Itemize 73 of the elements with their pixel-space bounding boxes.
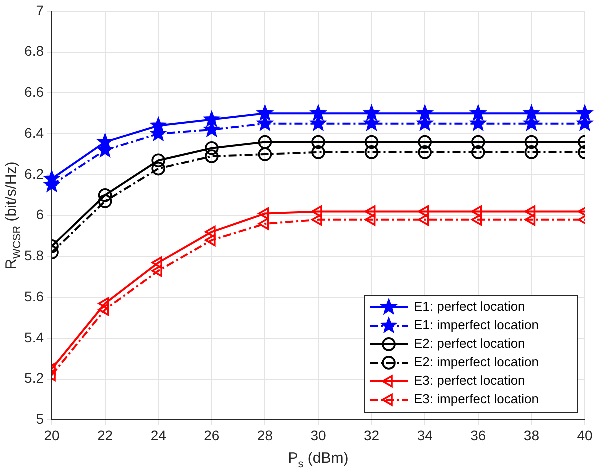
point [418,206,429,218]
point [205,226,216,238]
point [205,141,219,156]
legend-label: E1: perfect location [414,299,526,314]
point [312,206,322,218]
legend-label: E2: imperfect location [414,354,540,370]
point [98,194,112,208]
x-tick-label: 26 [204,427,220,444]
point [416,105,434,121]
point [152,154,166,168]
point [258,148,272,162]
point [312,146,326,160]
point [258,208,270,220]
y-tick-label: 6.6 [24,84,44,100]
point [418,214,429,226]
y-tick-label: 7 [36,2,44,18]
y-tick-label: 6.2 [24,166,44,182]
x-tick-label: 22 [98,427,114,444]
point [418,146,432,160]
x-tick-label: 34 [417,427,434,444]
point [364,214,376,226]
point [205,234,216,246]
point [470,105,487,121]
y-tick-label: 5 [36,411,44,428]
y-tick-label: 6.4 [24,124,44,141]
y-tick-label: 6.8 [24,43,44,60]
legend-label: E2: perfect location [414,336,526,352]
point [258,218,270,230]
point [312,135,326,150]
x-tick-label: 32 [364,427,380,444]
point [524,146,539,160]
x-tick-label: 20 [44,427,60,444]
point [524,214,536,226]
point [98,188,112,202]
legend-label: E1: imperfect location [414,318,540,333]
point [472,206,482,218]
point [418,135,432,150]
y-axis-title: RWCSR (bit/s/Hz) [3,162,24,270]
point [152,162,166,176]
point [205,150,219,164]
x-tick-label: 38 [524,427,540,444]
x-tick-label: 36 [470,427,486,444]
point [364,135,379,150]
point [364,206,376,218]
point [524,105,540,121]
x-tick-label: 24 [150,427,167,444]
point [257,105,274,121]
point [524,206,536,218]
point [364,105,380,121]
point [472,146,486,160]
point [204,111,220,127]
point [310,105,327,121]
point [524,135,539,150]
point [472,135,486,150]
point [258,135,272,150]
point [152,256,162,269]
x-tick-label: 28 [257,427,274,444]
y-tick-label: 5.8 [24,248,44,264]
x-tick-label: 30 [310,427,326,444]
point [576,105,594,121]
legend-label: E3: perfect location [414,373,526,388]
point [312,214,322,226]
point [98,304,110,316]
y-tick-label: 5.4 [24,329,44,346]
point [472,214,482,226]
y-tick-label: 6 [36,206,44,223]
point [152,264,162,278]
legend-label: E3: imperfect location [414,392,540,407]
point [364,146,379,160]
x-tick-label: 40 [577,427,593,444]
point [98,298,110,310]
y-tick-label: 5.2 [24,370,44,386]
y-tick-label: 5.6 [24,288,44,304]
